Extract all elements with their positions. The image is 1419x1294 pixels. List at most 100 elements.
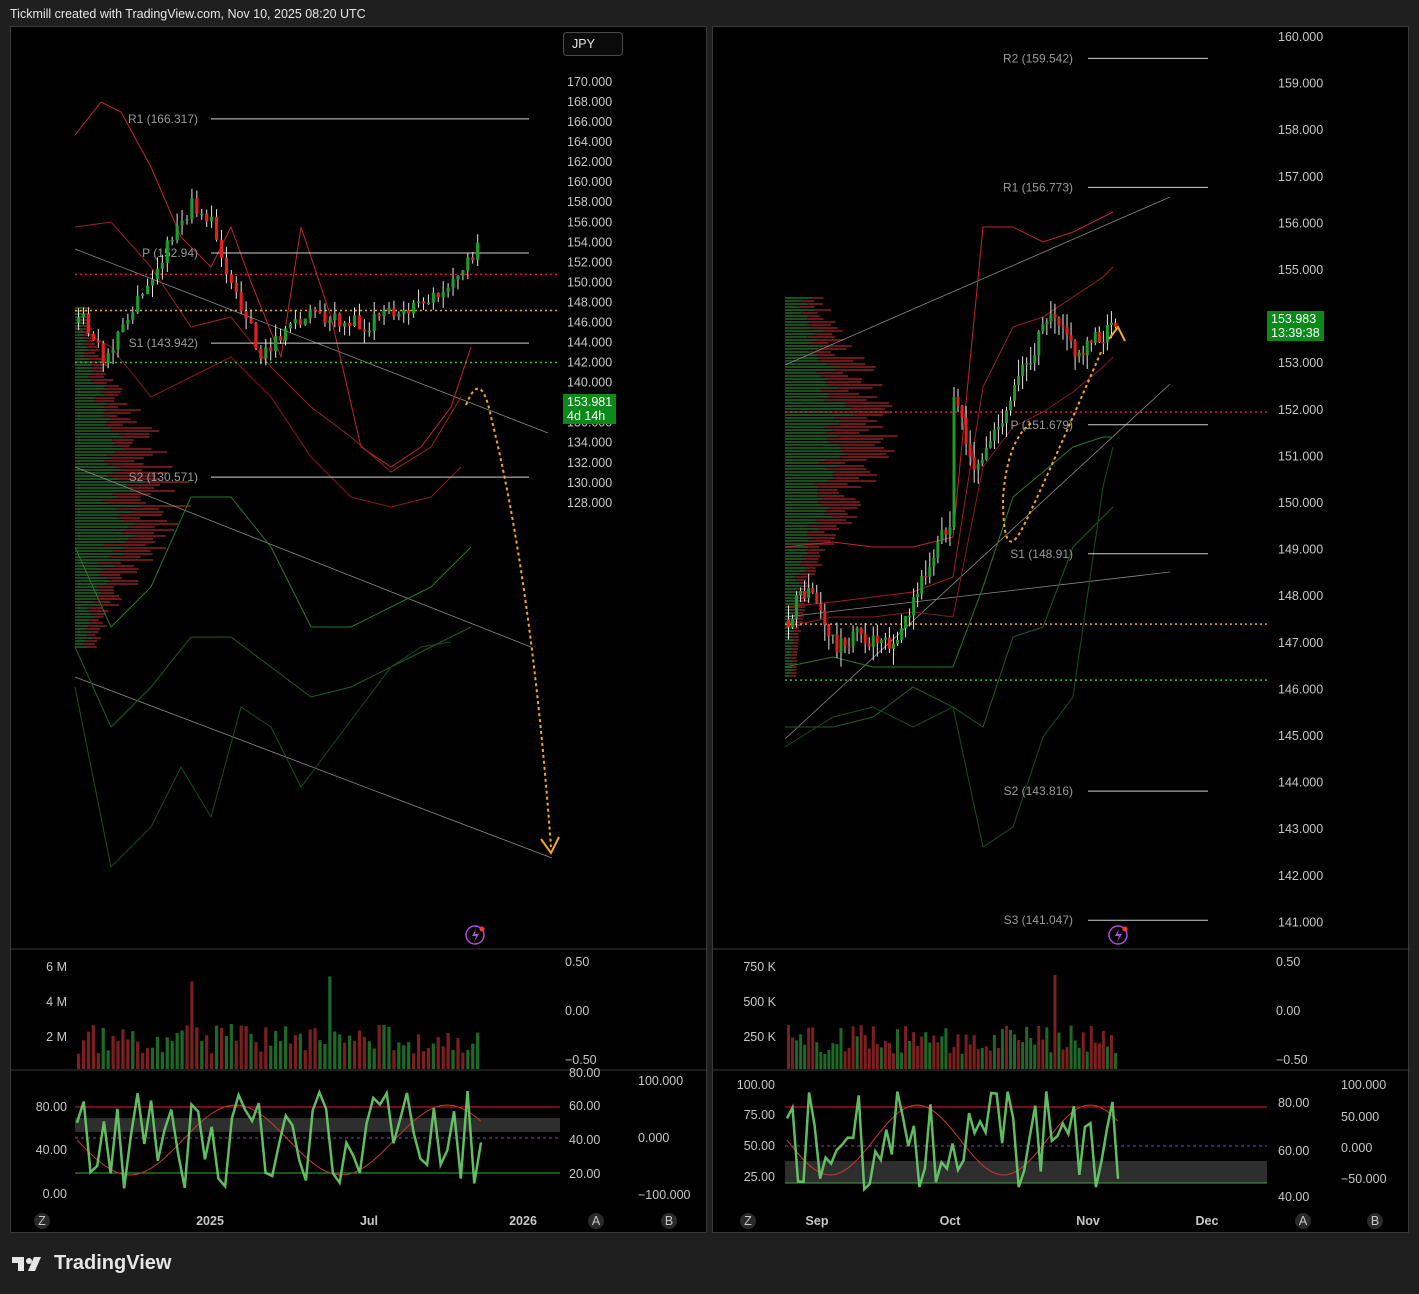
- scale-button-z[interactable]: [34, 1213, 50, 1229]
- scale-button-a[interactable]: [588, 1213, 604, 1229]
- candle-body: [101, 343, 105, 364]
- scale-button-b[interactable]: [661, 1213, 677, 1229]
- volume-profile-bar: [785, 447, 842, 449]
- volume-profile-bar: [798, 306, 815, 308]
- volume-profile-bar: [785, 372, 817, 374]
- volume-bar: [308, 1029, 312, 1069]
- volume-profile-bar: [785, 303, 808, 305]
- candle-body: [205, 213, 209, 222]
- volume-profile-bar: [75, 604, 100, 606]
- volume-profile-bar: [785, 483, 814, 485]
- candle-body: [1033, 355, 1037, 363]
- volume-profile-bar: [785, 453, 846, 455]
- volume-profile-bar: [824, 426, 883, 428]
- osc-mid-axis-label: 80.00: [569, 1066, 600, 1080]
- volume-profile-bar: [813, 483, 848, 485]
- chart-header: Tickmill created with TradingView.com, N…: [10, 7, 366, 21]
- volume-profile-bar: [785, 603, 799, 605]
- candle-body: [815, 592, 819, 604]
- volume-profile-bar: [785, 651, 791, 653]
- scale-button-b[interactable]: [1367, 1213, 1383, 1229]
- volume-profile-bar: [91, 379, 114, 381]
- volume-bar: [992, 1035, 996, 1069]
- volume-bar: [323, 1044, 327, 1069]
- volume-profile-bar: [75, 418, 111, 420]
- candle-body: [1049, 313, 1053, 322]
- scale-button-a[interactable]: [1295, 1213, 1311, 1229]
- volume-profile-bar: [75, 415, 104, 417]
- volume-profile-bar: [802, 555, 821, 557]
- volume-bar: [940, 1036, 944, 1069]
- candle-body: [338, 313, 342, 327]
- left-chart-canvas[interactable]: 170.000 168.000 166.000 164.000 162.000 160.0…: [11, 27, 708, 1234]
- candle-body: [831, 634, 835, 637]
- volume-bar: [1037, 1025, 1041, 1069]
- candle-body: [1009, 400, 1013, 411]
- right-chart-panel[interactable]: 160.000 159.000 158.000 157.000 156.000 155.0…: [712, 26, 1410, 1234]
- pivot-label: S2 (143.816): [1004, 784, 1073, 798]
- price-axis-label: 141.000: [1278, 915, 1323, 929]
- volume-profile-bar: [785, 309, 815, 311]
- pivot-label: S1 (148.91): [1010, 547, 1073, 561]
- left-chart-panel[interactable]: 170.000 168.000 166.000 164.000 162.000 160.0…: [10, 26, 708, 1234]
- volume-bar: [1004, 1025, 1008, 1069]
- volume-profile-bar: [829, 507, 858, 509]
- volume-bar: [831, 1043, 835, 1069]
- volume-bar: [863, 1034, 867, 1069]
- volume-profile-bar: [128, 526, 155, 528]
- volume-profile-bar: [103, 544, 146, 546]
- volume-profile-bar: [785, 531, 808, 533]
- volume-profile-bar: [105, 388, 123, 390]
- volume-profile-bar: [75, 388, 106, 390]
- volume-bar: [402, 1045, 406, 1069]
- volume-profile-bar: [75, 361, 92, 363]
- volume-right-axis-label: 0.00: [565, 1004, 589, 1018]
- volume-profile-bar: [809, 351, 831, 353]
- volume-profile-bar: [75, 358, 91, 360]
- volume-bar: [912, 1032, 916, 1069]
- volume-bar: [126, 1039, 130, 1069]
- volume-profile-bar: [75, 535, 135, 537]
- volume-profile-bar: [818, 357, 865, 359]
- volume-profile-bar: [90, 364, 109, 366]
- volume-profile-bar: [785, 618, 797, 620]
- volume-profile-bar: [116, 508, 159, 510]
- volume-profile-bar: [75, 622, 91, 624]
- volume-profile-bar: [818, 462, 846, 464]
- volume-profile-bar: [75, 394, 106, 396]
- volume-profile-bar: [785, 438, 827, 440]
- price-axis-label: 128.000: [567, 496, 612, 510]
- volume-profile-bar: [119, 433, 150, 435]
- candle-body: [416, 301, 421, 303]
- candle-body: [318, 310, 322, 313]
- candle-body: [323, 312, 327, 323]
- currency-button[interactable]: JPY: [563, 32, 623, 56]
- candle-body: [121, 324, 125, 332]
- volume-profile-bar: [134, 535, 166, 537]
- volume-profile-bar: [75, 397, 95, 399]
- volume-bar: [377, 1025, 381, 1069]
- lightning-icon: [1108, 925, 1128, 945]
- volume-bar: [274, 1030, 278, 1069]
- envelope-band: [74, 101, 472, 468]
- footer-brand[interactable]: TradingView: [12, 1252, 171, 1275]
- candle-body: [288, 323, 293, 329]
- volume-profile-bar: [75, 487, 128, 489]
- volume-bar: [200, 1040, 204, 1069]
- candle-body: [298, 319, 302, 325]
- volume-profile-bar: [785, 534, 808, 536]
- time-axis-label: Nov: [1076, 1214, 1100, 1228]
- volume-profile-bar: [785, 555, 803, 557]
- volume-profile-bar: [124, 520, 167, 522]
- volume-profile-bar: [785, 666, 793, 668]
- scale-button-z[interactable]: [740, 1213, 756, 1229]
- volume-profile-bar: [75, 562, 98, 564]
- volume-bar: [1085, 1051, 1089, 1069]
- volume-profile-bar: [785, 612, 798, 614]
- volume-profile-bar: [785, 366, 840, 368]
- right-chart-canvas[interactable]: 160.000 159.000 158.000 157.000 156.000 155.0…: [713, 27, 1410, 1234]
- volume-profile-bar: [832, 516, 858, 518]
- candle-body: [200, 213, 204, 215]
- volume-profile-bar: [75, 412, 104, 414]
- candle-body: [131, 312, 135, 320]
